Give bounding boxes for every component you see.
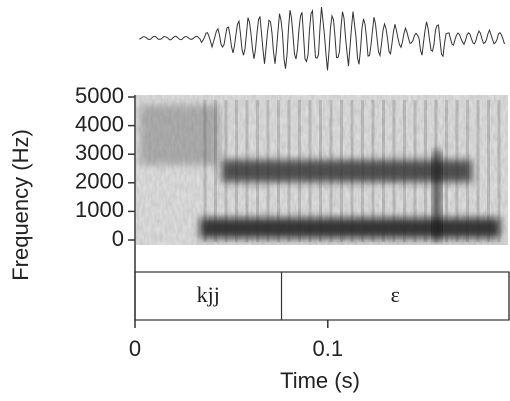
y-tick-label: 1000 — [75, 197, 124, 222]
x-tick-label: 0.1 — [312, 336, 343, 361]
x-axis-label: Time (s) — [280, 368, 360, 393]
y-tick-label: 0 — [112, 226, 124, 251]
waveform-trace — [139, 6, 505, 71]
formant-band — [222, 160, 472, 182]
formant-band — [140, 105, 220, 165]
formant-band — [200, 218, 500, 238]
y-tick-label: 2000 — [75, 169, 124, 194]
y-axis-label: Frequency (Hz) — [8, 129, 33, 281]
segment-label: ɛ — [391, 282, 400, 307]
segment-label: kjj — [197, 282, 220, 307]
y-tick-label: 5000 — [75, 83, 124, 108]
spectrogram — [136, 95, 508, 245]
x-tick-label: 0 — [129, 336, 141, 361]
segment-tier — [134, 271, 510, 321]
burst — [432, 150, 442, 240]
y-tick-label: 4000 — [75, 111, 124, 136]
y-tick-label: 3000 — [75, 140, 124, 165]
waveform — [139, 6, 505, 71]
